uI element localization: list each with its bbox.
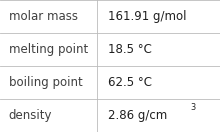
Text: boiling point: boiling point — [9, 76, 82, 89]
Text: 62.5 °C: 62.5 °C — [108, 76, 152, 89]
Text: density: density — [9, 109, 52, 122]
Text: molar mass: molar mass — [9, 10, 78, 23]
Text: 2.86 g/cm: 2.86 g/cm — [108, 109, 167, 122]
Text: 18.5 °C: 18.5 °C — [108, 43, 152, 56]
Text: 3: 3 — [190, 103, 196, 112]
Text: 161.91 g/mol: 161.91 g/mol — [108, 10, 186, 23]
Text: melting point: melting point — [9, 43, 88, 56]
